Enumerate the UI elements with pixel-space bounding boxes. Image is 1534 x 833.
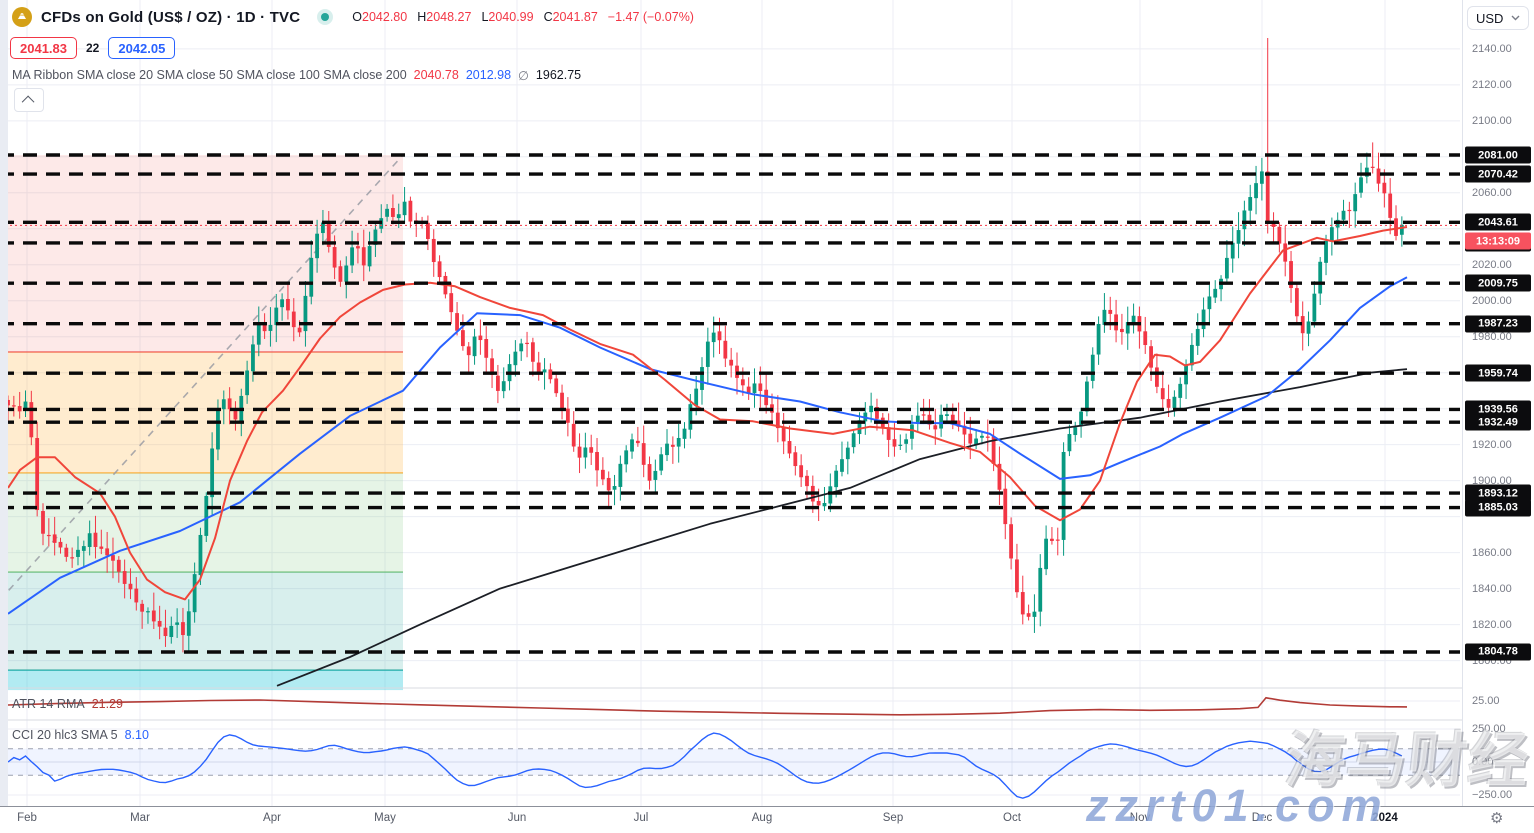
sma100-hidden-symbol: ∅ <box>518 68 529 83</box>
support-resistance-levels[interactable] <box>0 153 1460 654</box>
time-axis-label: Sep <box>882 812 904 824</box>
low-value: 2040.99 <box>488 10 534 24</box>
left-toolbar-strip <box>0 0 8 833</box>
atr-line <box>7 696 1408 716</box>
price-scale-label: 1980.00 <box>1472 330 1512 343</box>
spread-value: 22 <box>86 41 100 55</box>
time-gridlines <box>26 0 1386 806</box>
time-axis-label: Dec <box>1251 812 1273 824</box>
cci-legend[interactable]: CCI 20 hlc3 SMA 5 8.10 <box>12 728 149 742</box>
price-level-tag[interactable]: 1893.12 <box>1465 484 1531 502</box>
indicator-scale-label: 0.00 <box>1472 756 1494 768</box>
atr-value: 21.29 <box>91 697 123 711</box>
symbol-title[interactable]: CFDs on Gold (US$ / OZ) · 1D · TVC <box>41 8 301 26</box>
price-axis[interactable]: USD 2140.00 2120.00 2100.00 2060.00 2020.00 2… <box>1462 0 1534 806</box>
gold-symbol-icon <box>12 7 32 27</box>
currency-label: USD <box>1476 10 1504 26</box>
time-axis-label: Nov <box>1129 812 1151 824</box>
sma200-line <box>276 368 1408 687</box>
price-scale-label: 1820.00 <box>1472 618 1512 631</box>
ma-ribbon-legend[interactable]: MA Ribbon SMA close 20 SMA close 50 SMA … <box>12 67 581 83</box>
sma20-line <box>7 226 1408 601</box>
atr-label: ATR 14 RMA <box>12 697 85 711</box>
time-axis-label: Apr <box>263 812 281 824</box>
sma50-value: 2012.98 <box>465 68 512 82</box>
collapse-legend-button[interactable] <box>14 88 44 112</box>
price-level-tag[interactable]: 1932.49 <box>1465 413 1531 431</box>
time-axis-label: Aug <box>751 812 773 824</box>
cci-line <box>7 732 1403 799</box>
chevron-down-icon <box>1511 15 1520 21</box>
symbol-header: CFDs on Gold (US$ / OZ) · 1D · TVC O2042… <box>12 6 694 28</box>
cci-band <box>8 748 1460 776</box>
price-level-tag[interactable]: 1959.74 <box>1465 364 1531 382</box>
price-scale-label: 1920.00 <box>1472 438 1512 451</box>
sma20-value: 2040.78 <box>413 68 459 82</box>
buy-button[interactable]: 2042.05 <box>108 37 176 59</box>
axis-settings-gear-icon[interactable]: ⚙ <box>1490 810 1504 827</box>
price-scale-label: 2120.00 <box>1472 78 1512 91</box>
price-scale-label: 2000.00 <box>1472 294 1512 307</box>
indicator-scale-label: 250.00 <box>1472 723 1506 735</box>
price-level-tag[interactable]: 2043.61 <box>1465 213 1531 231</box>
market-open-dot[interactable] <box>317 9 334 25</box>
change-value: −1.47 (−0.07%) <box>607 10 694 24</box>
price-level-tag[interactable]: 1987.23 <box>1465 315 1531 333</box>
sma200-value: 1962.75 <box>535 68 582 82</box>
price-scale-label: 1840.00 <box>1472 582 1512 595</box>
sma50-line <box>7 276 1408 615</box>
atr-legend[interactable]: ATR 14 RMA 21.29 <box>12 697 123 711</box>
time-axis-label: May <box>374 812 396 824</box>
time-axis-label: Jul <box>633 812 649 824</box>
trendline-diagonal[interactable] <box>0 154 404 601</box>
price-scale-label: 1900.00 <box>1472 474 1512 487</box>
cci-label: CCI 20 hlc3 SMA 5 <box>12 728 118 742</box>
high-value: 2048.27 <box>426 10 472 24</box>
price-scale-label: 2140.00 <box>1472 42 1512 55</box>
open-value: 2042.80 <box>362 10 408 24</box>
price-gridlines <box>8 48 1460 796</box>
time-axis[interactable]: Feb Mar Apr May Jun Jul Aug Sep Oct Nov Dec 2024 <box>0 806 1534 833</box>
indicator-scale-label: 25.00 <box>1472 695 1500 707</box>
currency-dropdown[interactable]: USD <box>1467 6 1529 30</box>
price-level-tag[interactable]: 1804.78 <box>1465 643 1531 661</box>
sell-button[interactable]: 2041.83 <box>10 37 77 59</box>
chevron-up-icon <box>21 95 34 108</box>
price-level-tag[interactable]: 1885.03 <box>1465 499 1531 517</box>
ma-ribbon-name: MA Ribbon SMA close 20 SMA close 50 SMA … <box>12 68 407 82</box>
ohlc-readout: O2042.80 H2048.27 L2040.99 C2041.87 −1.4… <box>352 10 694 24</box>
price-scale-label: 2020.00 <box>1472 258 1512 271</box>
indicator-scale-label: −250.00 <box>1472 789 1513 801</box>
time-axis-label: Oct <box>1003 812 1021 824</box>
price-level-tag[interactable]: 2081.00 <box>1465 146 1531 164</box>
time-axis-label: Feb <box>17 812 37 824</box>
price-scale-label: 1860.00 <box>1472 546 1512 559</box>
price-scale-label: 2100.00 <box>1472 114 1512 127</box>
countdown-tag: 13:13:09 <box>1465 232 1531 250</box>
price-level-tag[interactable]: 2009.75 <box>1465 274 1531 292</box>
time-axis-label: 2024 <box>1372 812 1398 824</box>
price-scale-label: 2060.00 <box>1472 186 1512 199</box>
cci-value: 8.10 <box>124 728 149 742</box>
time-axis-label: Mar <box>130 812 150 824</box>
price-level-tag[interactable]: 2070.42 <box>1465 165 1531 183</box>
close-value: 2041.87 <box>552 10 598 24</box>
time-axis-label: Jun <box>507 812 527 824</box>
